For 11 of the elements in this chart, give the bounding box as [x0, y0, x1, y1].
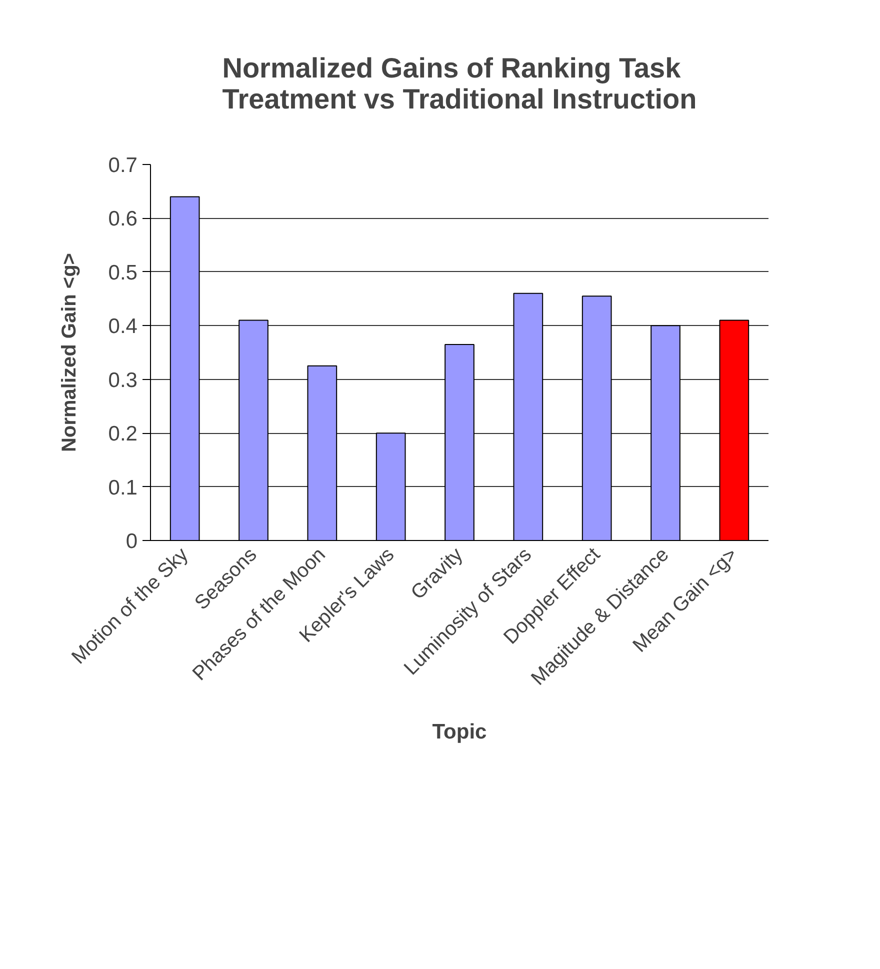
- y-tick-label: 0.4: [108, 315, 138, 338]
- y-axis-title: Normalized Gain <g>: [58, 253, 80, 452]
- y-tick-label: 0.6: [108, 208, 138, 231]
- y-tick-label: 0: [126, 530, 138, 553]
- x-axis-title: Topic: [432, 720, 488, 744]
- y-tick-label: 0.2: [108, 422, 138, 446]
- y-tick-label: 0.7: [108, 154, 138, 177]
- y-tick-label: 0.1: [108, 476, 138, 500]
- y-tick-label: 0.5: [108, 261, 138, 284]
- y-tick-label: 0.3: [108, 368, 138, 392]
- chart-title: Normalized Gains of Ranking Task Treatment vs Traditional Instruction: [222, 52, 697, 114]
